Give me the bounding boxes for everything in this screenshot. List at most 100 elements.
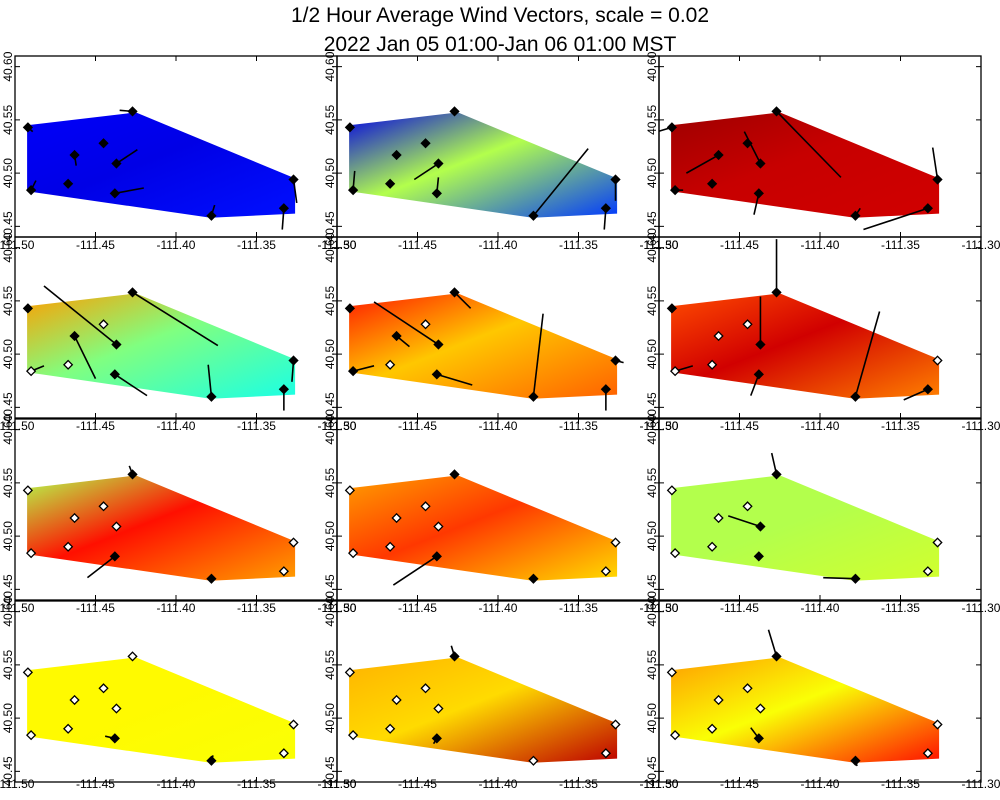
station-marker — [111, 158, 122, 169]
station-marker — [288, 719, 299, 730]
station-marker — [127, 469, 138, 480]
station-marker — [922, 203, 933, 214]
x-tick-label: -111.45 — [76, 238, 115, 252]
y-tick-label: 40.50 — [323, 339, 337, 369]
y-tick-label: 40.60 — [323, 596, 337, 626]
station-marker — [753, 551, 764, 562]
x-tick-label: -111.40 — [479, 419, 518, 433]
station-marker — [431, 188, 442, 199]
panel-7: -111.50-111.45-111.40-111.35-111.3040.45… — [0, 414, 357, 615]
station-marker — [753, 733, 764, 744]
station-marker — [713, 512, 724, 524]
wind-vector — [453, 291, 472, 309]
x-tick-label: -111.40 — [801, 238, 840, 252]
wind-vector — [727, 515, 761, 528]
wind-vector — [743, 131, 762, 164]
station-marker — [391, 149, 402, 161]
x-tick-label: -111.35 — [237, 419, 276, 433]
station-marker — [288, 174, 299, 185]
x-tick-label: -111.35 — [881, 238, 920, 252]
station-marker — [433, 521, 444, 532]
wind-vector — [207, 364, 213, 397]
y-tick-label: 40.45 — [323, 574, 337, 604]
x-tick-label: -111.35 — [881, 777, 920, 791]
station-marker — [707, 178, 718, 189]
station-marker — [755, 703, 766, 714]
station-marker — [742, 138, 753, 149]
station-marker — [206, 755, 217, 766]
x-tick-label: -111.45 — [398, 238, 437, 252]
panel-5: -111.50 -111.45 -111.40 -111.35 -111.3040.45… — [318, 232, 679, 433]
station-marker — [109, 188, 120, 199]
station-marker — [932, 719, 943, 730]
y-tick-label: 40.60 — [1, 596, 15, 626]
station-marker — [385, 359, 396, 370]
station-marker — [420, 683, 431, 694]
y-tick-label: 40.50 — [1, 339, 15, 369]
station-marker — [109, 369, 120, 380]
y-tick-label: 40.60 — [645, 51, 659, 81]
station-marker — [344, 122, 355, 133]
station-marker — [713, 149, 724, 161]
wind-vector — [392, 555, 438, 586]
x-tick-label: -111.35 — [559, 419, 598, 433]
interpolated-field — [27, 657, 296, 763]
station-marker — [347, 548, 359, 559]
station-marker — [707, 723, 718, 734]
station-marker — [669, 548, 681, 559]
wind-vector — [436, 373, 473, 386]
y-tick-label: 40.55 — [645, 105, 659, 135]
y-tick-label: 40.60 — [323, 414, 337, 444]
station-marker — [22, 667, 33, 678]
station-marker — [431, 369, 442, 380]
x-tick-label: -111.40 — [801, 419, 840, 433]
x-tick-label: -111.50 — [0, 238, 35, 252]
station-marker — [528, 391, 539, 402]
wind-vector — [43, 285, 117, 346]
x-tick-label: -111.45 — [76, 419, 115, 433]
y-tick-label: 40.45 — [323, 756, 337, 786]
y-tick-label: 40.45 — [645, 574, 659, 604]
station-marker — [707, 541, 718, 552]
station-marker — [669, 366, 681, 377]
x-tick-label: -111.45 — [398, 777, 437, 791]
x-tick-label: -111.35 — [559, 238, 598, 252]
station-marker — [63, 178, 74, 189]
station-marker — [922, 748, 933, 759]
wind-vector — [863, 207, 929, 231]
station-marker — [111, 339, 122, 350]
wind-vector — [115, 149, 138, 165]
station-marker — [610, 719, 621, 730]
panel-11: -111.50 -111.45 -111.40 -111.35 -111.3040.45… — [318, 596, 679, 791]
y-tick-label: 40.60 — [1, 51, 15, 81]
station-marker — [420, 319, 431, 330]
station-marker — [111, 521, 122, 532]
station-marker — [22, 303, 33, 314]
station-marker — [420, 501, 431, 512]
y-tick-label: 40.60 — [323, 232, 337, 262]
y-tick-label: 40.60 — [645, 232, 659, 262]
station-marker — [600, 384, 611, 395]
y-tick-label: 40.55 — [645, 286, 659, 316]
station-marker — [391, 512, 402, 524]
station-marker — [755, 521, 766, 532]
y-tick-label: 40.50 — [1, 521, 15, 551]
station-marker — [932, 537, 943, 548]
x-tick-label: -111.40 — [479, 238, 518, 252]
x-tick-label: -111.45 — [76, 777, 115, 791]
station-marker — [278, 203, 289, 214]
y-tick-label: 40.60 — [645, 414, 659, 444]
y-tick-label: 40.45 — [323, 392, 337, 422]
station-marker — [25, 548, 37, 559]
station-marker — [666, 485, 677, 496]
station-marker — [742, 683, 753, 694]
station-marker — [109, 551, 120, 562]
wind-vector — [413, 162, 439, 181]
station-marker — [669, 730, 681, 741]
station-marker — [98, 501, 109, 512]
x-tick-label: -111.40 — [479, 601, 518, 615]
station-marker — [344, 485, 355, 496]
station-marker — [742, 501, 753, 512]
station-marker — [528, 755, 539, 766]
